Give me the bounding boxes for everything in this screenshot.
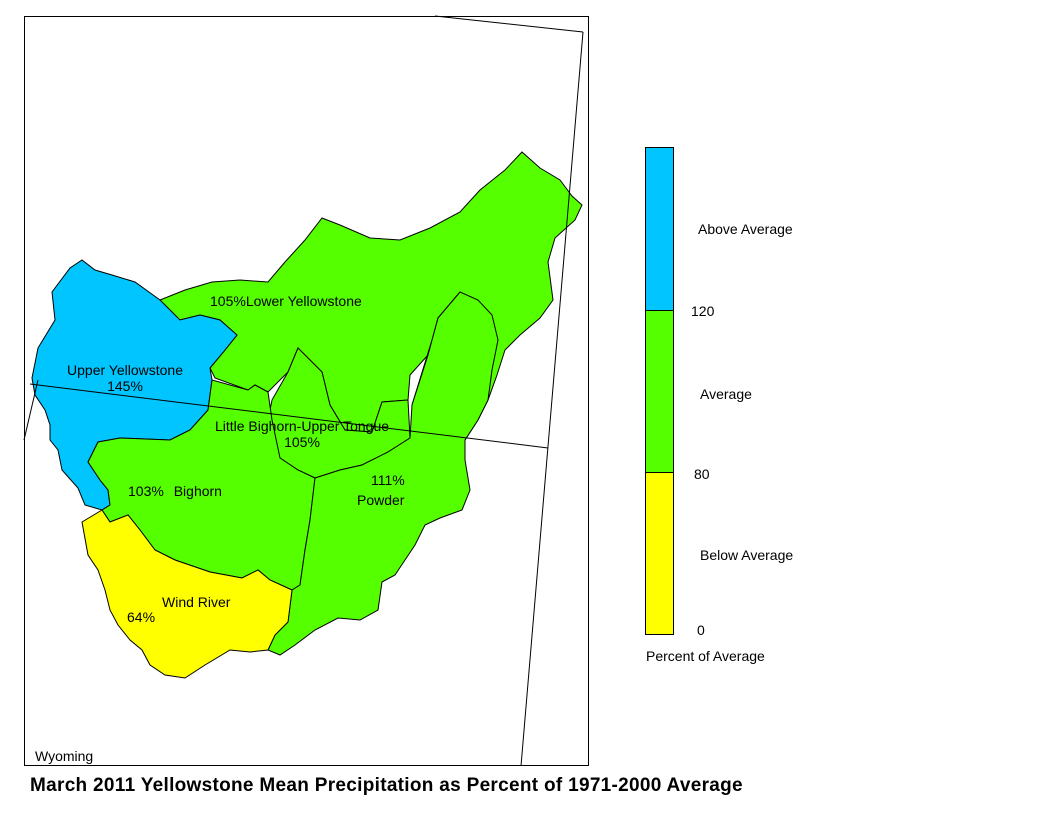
basin-label-bighorn: 103% Bighorn bbox=[128, 483, 222, 499]
map-frame bbox=[24, 16, 589, 766]
basin-name: Bighorn bbox=[173, 483, 222, 499]
basin-percent: 105% bbox=[284, 434, 320, 450]
basin-name-powder: Powder bbox=[357, 492, 405, 508]
state-label: Wyoming bbox=[35, 748, 94, 764]
state-line-top bbox=[434, 15, 584, 33]
state-line-west bbox=[23, 379, 39, 441]
legend-color-bar bbox=[645, 147, 674, 635]
legend-swatch-above-average bbox=[646, 148, 673, 311]
basin-name-wind-river: Wind River bbox=[162, 594, 231, 610]
state-line-east bbox=[520, 31, 584, 767]
legend-label-above-average: Above Average bbox=[698, 221, 793, 237]
map-title: March 2011 Yellowstone Mean Precipitatio… bbox=[30, 775, 743, 796]
basin-percent: 145% bbox=[107, 378, 143, 394]
legend-label-average: Average bbox=[700, 386, 752, 402]
basin-percent-wind-river: 64% bbox=[127, 609, 156, 625]
legend-label-below-average: Below Average bbox=[700, 547, 794, 563]
basin-percent: 103% bbox=[128, 483, 164, 499]
basin-name: Upper Yellowstone bbox=[67, 362, 183, 378]
basin-name: Little Bighorn-Upper Tongue bbox=[214, 418, 390, 434]
legend-swatch-below-average bbox=[646, 473, 673, 634]
basin-powder[interactable] bbox=[267, 291, 499, 656]
basin-percent-powder: 111% bbox=[371, 472, 405, 488]
basin-percent: 105% bbox=[210, 293, 246, 309]
legend-break-0: 0 bbox=[697, 622, 705, 638]
state-line-north bbox=[29, 383, 549, 449]
legend-title: Percent of Average bbox=[646, 648, 765, 664]
basin-label-upper-yellowstone: Upper Yellowstone 145% bbox=[67, 362, 183, 394]
legend-swatch-average bbox=[646, 311, 673, 473]
basin-wind-river[interactable] bbox=[81, 509, 293, 679]
basin-label-little-bighorn-upper-tongue: Little Bighorn-Upper Tongue 105% bbox=[215, 418, 389, 450]
legend-break-120: 120 bbox=[691, 303, 715, 319]
basin-label-lower-yellowstone: 105%Lower Yellowstone bbox=[210, 293, 362, 309]
basin-name: Lower Yellowstone bbox=[245, 293, 362, 309]
legend-break-80: 80 bbox=[694, 466, 710, 482]
